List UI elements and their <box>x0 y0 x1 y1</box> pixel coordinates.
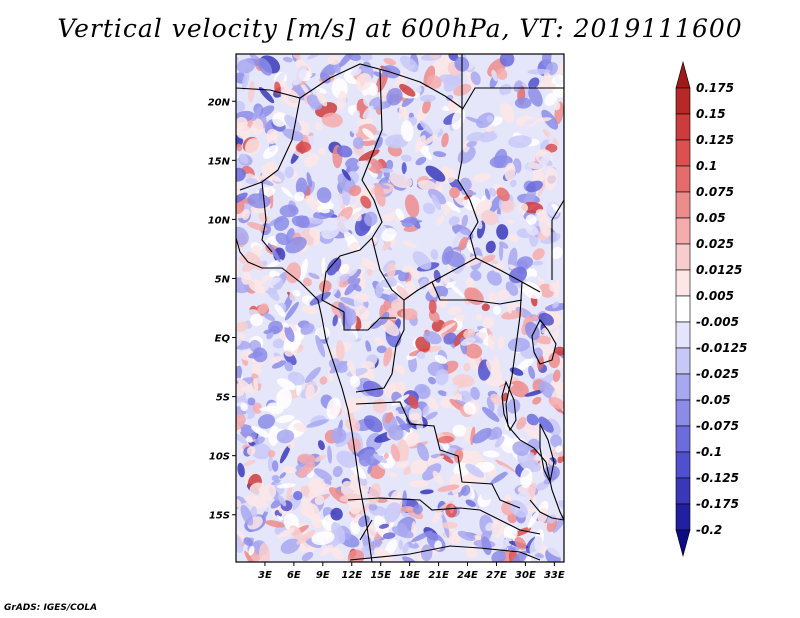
colorbar-swatch <box>675 451 691 479</box>
colorbar-label: 0.05 <box>696 211 726 225</box>
colorbar-label: -0.125 <box>696 471 739 485</box>
colorbar-label: 0.075 <box>696 185 734 199</box>
colorbar-label: 0.0125 <box>696 263 742 277</box>
lon-tick-label: 12E <box>341 570 362 581</box>
lon-tick-label: 6E <box>287 570 301 581</box>
lon-tick-label: 33E <box>544 570 565 581</box>
lat-tick-label: 20N <box>208 97 231 108</box>
colorbar-label: -0.1 <box>696 445 722 459</box>
colorbar-swatch <box>675 295 691 323</box>
colorbar-swatch <box>675 529 691 558</box>
lon-tick-label: 15E <box>370 570 391 581</box>
colorbar-swatch <box>675 191 691 219</box>
colorbar-swatch <box>675 113 691 141</box>
lat-tick-label: EQ <box>215 334 231 345</box>
lon-tick-label: 9E <box>316 570 330 581</box>
colorbar-label: 0.025 <box>696 237 734 251</box>
lon-tick-label: 21E <box>428 570 449 581</box>
colorbar-swatch <box>675 399 691 427</box>
colorbar-label: -0.005 <box>696 315 739 329</box>
lat-tick-label: 15S <box>209 511 230 522</box>
lat-tick-label: 10S <box>209 452 230 463</box>
lon-tick-label: 18E <box>399 570 420 581</box>
colorbar-swatch <box>675 60 691 89</box>
colorbar-label: 0.175 <box>696 81 734 95</box>
lon-tick-label: 30E <box>515 570 536 581</box>
lon-tick-label: 27E <box>486 570 507 581</box>
colorbar-swatch <box>675 243 691 271</box>
colorbar-swatch <box>675 87 691 115</box>
colorbar-label: -0.05 <box>696 393 731 407</box>
colorbar-swatch <box>675 425 691 453</box>
colorbar-label: -0.0125 <box>696 341 747 355</box>
velocity-field <box>236 54 564 562</box>
lat-tick-label: 5N <box>215 274 231 285</box>
colorbar-swatch <box>675 477 691 505</box>
colorbar-label: 0.15 <box>696 107 726 121</box>
chart-title: Vertical velocity [m/s] at 600hPa, VT: 2… <box>57 14 743 43</box>
colorbar-swatch <box>675 373 691 401</box>
lat-tick-label: 15N <box>208 156 231 167</box>
lat-tick-label: 10N <box>208 215 231 226</box>
colorbar-label: -0.025 <box>696 367 739 381</box>
longitude-axis: 3E 6E 9E 12E 15E 18E 21E 24E 27E 30E 33E <box>258 562 565 581</box>
country-borders <box>236 54 564 562</box>
colorbar-label: -0.175 <box>696 497 739 511</box>
lon-tick-label: 24E <box>457 570 478 581</box>
colorbar-label: 0.125 <box>696 133 734 147</box>
lat-tick-label: 5S <box>216 393 230 404</box>
colorbar-label: 0.1 <box>696 159 717 173</box>
footer-credit: GrADS: IGES/COLA <box>4 603 98 613</box>
colorbar-label: -0.2 <box>696 523 722 537</box>
colorbar-label: 0.005 <box>696 289 734 303</box>
colorbar-swatch <box>675 269 691 297</box>
map-frame <box>235 53 565 563</box>
colorbar-swatch <box>675 139 691 167</box>
colorbar-swatch <box>675 503 691 531</box>
colorbar-swatch <box>675 347 691 375</box>
lon-tick-label: 3E <box>258 570 272 581</box>
colorbar-swatch <box>675 321 691 349</box>
latitude-axis: 20N 15N 10N 5N EQ 5S 10S 15S <box>208 97 236 522</box>
colorbar-swatch <box>675 165 691 193</box>
colorbar-label: -0.075 <box>696 419 739 433</box>
colorbar-swatch <box>675 217 691 245</box>
